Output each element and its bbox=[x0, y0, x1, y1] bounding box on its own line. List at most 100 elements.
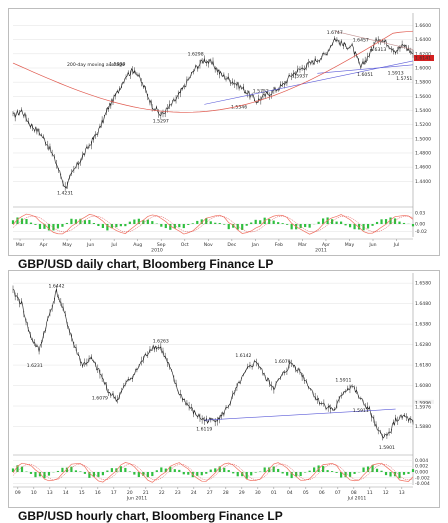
x-tick-label: 13 bbox=[399, 490, 405, 496]
trend-line bbox=[204, 408, 396, 421]
price-annotation: 1.6079 bbox=[92, 396, 108, 402]
price-line bbox=[12, 37, 414, 189]
price-annotation: 1.5911 bbox=[353, 408, 369, 414]
x-tick-label: 11 bbox=[367, 490, 373, 496]
y-tick-label: 1.6580 bbox=[415, 281, 431, 287]
x-tick-label: 06 bbox=[319, 490, 325, 496]
x-tick-label: 24 bbox=[191, 490, 197, 496]
x-tick-label: 07 bbox=[335, 490, 341, 496]
x-tick-label: 01 bbox=[271, 490, 277, 496]
x-tick-label: 09 bbox=[15, 490, 21, 496]
price-annotation: 1.6747 bbox=[327, 30, 343, 36]
indicator-tick-label: 0.000 bbox=[415, 470, 428, 476]
price-annotation: 1.5346 bbox=[231, 104, 247, 110]
x-tick-label: 30 bbox=[255, 490, 261, 496]
x-tick-label: Dec bbox=[227, 242, 236, 248]
x-tick-label: Mar bbox=[16, 242, 25, 248]
price-annotation: 1.6442 bbox=[48, 283, 64, 289]
y-tick-label: 1.6280 bbox=[415, 342, 431, 348]
indicator-tick-label: -0.02 bbox=[415, 229, 427, 235]
daily-chart-panel: 1.6600 1.6400 1.6200 1.6000 1.5800 1.5600 1.54… bbox=[8, 8, 440, 256]
last-value-box bbox=[414, 399, 434, 406]
last-value-label: 1.6141 bbox=[415, 56, 431, 62]
price-annotation: 1.6457 bbox=[353, 38, 369, 44]
hourly-chart-caption: GBP/USD hourly chart, Bloomberg Finance … bbox=[18, 509, 283, 523]
daily-chart: 1.6600 1.6400 1.6200 1.6000 1.5800 1.5600 1.54… bbox=[11, 13, 434, 254]
x-tick-label: 17 bbox=[111, 490, 117, 496]
x-tick-label: Jul bbox=[110, 242, 117, 248]
y-tick-label: 1.5600 bbox=[415, 94, 431, 100]
last-value-label: 1.5976 bbox=[415, 404, 431, 410]
price-annotation: 1.4231 bbox=[57, 191, 73, 197]
x-tick-label: 27 bbox=[207, 490, 213, 496]
indicator-tick-label: 0.00 bbox=[415, 222, 425, 228]
macd-line bbox=[12, 462, 414, 483]
daily-chart-caption: GBP/USD daily chart, Bloomberg Finance L… bbox=[18, 257, 274, 271]
y-tick-label: 1.5000 bbox=[415, 136, 431, 142]
price-annotation: 1.5913 bbox=[388, 70, 404, 76]
x-tick-label: 14 bbox=[63, 490, 69, 496]
moving-average-line bbox=[12, 30, 414, 113]
last-value-box bbox=[414, 403, 434, 410]
x-tick-label: 29 bbox=[239, 490, 245, 496]
y-tick-label: 1.5880 bbox=[415, 424, 431, 430]
last-value-label: 1.5996 bbox=[415, 400, 431, 406]
x-tick-label: Apr bbox=[322, 242, 330, 248]
y-tick-label: 1.6080 bbox=[415, 383, 431, 389]
y-tick-label: 1.4400 bbox=[415, 179, 431, 185]
y-tick-label: 1.5400 bbox=[415, 108, 431, 114]
hourly-chart-panel: 1.6580 1.6480 1.6380 1.6280 1.6180 1.6080 1.59… bbox=[8, 270, 440, 508]
x-tick-label: Feb bbox=[275, 242, 283, 248]
price-annotation: 1.5999 bbox=[109, 61, 125, 67]
indicator-tick-label: 0.03 bbox=[415, 210, 425, 216]
macd-line bbox=[12, 213, 414, 235]
indicator-tick-label: -0.004 bbox=[415, 481, 430, 487]
y-tick-label: 1.6400 bbox=[415, 37, 431, 43]
indicator-tick-label: -0.002 bbox=[415, 475, 430, 481]
x-tick-label: 28 bbox=[223, 490, 229, 496]
x-tick-label: Nov bbox=[204, 242, 213, 248]
price-annotation: 1.5752 bbox=[253, 89, 269, 95]
indicator-tick-label: 0.002 bbox=[415, 464, 428, 470]
x-tick-label: 22 bbox=[159, 490, 165, 496]
y-tick-label: 1.6600 bbox=[415, 23, 431, 29]
x-tick-label: Mar bbox=[298, 242, 307, 248]
x-tick-label: 20 bbox=[127, 490, 133, 496]
x-tick-label: 13 bbox=[47, 490, 53, 496]
x-tick-label: Jul bbox=[393, 242, 400, 248]
x-tick-label: 21 bbox=[143, 490, 149, 496]
price-annotation: 1.6079 bbox=[275, 359, 291, 365]
price-annotation: 1.5911 bbox=[335, 378, 351, 384]
price-annotation: 1.6231 bbox=[27, 363, 43, 369]
y-tick-label: 1.4600 bbox=[415, 165, 431, 171]
y-tick-label: 1.6480 bbox=[415, 301, 431, 307]
x-tick-label: Jun bbox=[368, 242, 376, 248]
x-tick-label: 10 bbox=[31, 490, 37, 496]
trend-line bbox=[317, 64, 414, 74]
price-annotation: 1.5751 bbox=[396, 76, 412, 82]
x-tick-label: Jun bbox=[86, 242, 94, 248]
price-annotation: 1.6142 bbox=[235, 353, 251, 359]
x-period-label: Jun 2011 bbox=[126, 496, 147, 502]
price-line bbox=[12, 289, 414, 439]
x-tick-label: Apr bbox=[40, 242, 48, 248]
price-annotation: 1.6119 bbox=[196, 426, 212, 432]
signal-line bbox=[12, 215, 414, 233]
y-tick-label: 1.6200 bbox=[415, 51, 431, 57]
y-tick-label: 1.6180 bbox=[415, 363, 431, 369]
y-tick-label: 1.4800 bbox=[415, 150, 431, 156]
y-tick-label: 1.5800 bbox=[415, 80, 431, 86]
x-tick-label: 16 bbox=[95, 490, 101, 496]
trend-line bbox=[334, 30, 414, 50]
x-period-label: 2011 bbox=[315, 248, 327, 254]
x-tick-label: May bbox=[345, 242, 355, 248]
price-annotation: 1.5297 bbox=[153, 118, 169, 124]
price-annotation: 1.6263 bbox=[153, 339, 169, 345]
price-annotation: 1.5901 bbox=[379, 445, 395, 451]
price-annotation: 1.6051 bbox=[357, 72, 373, 78]
price-annotation: 1.6313 bbox=[370, 47, 386, 53]
y-tick-label: 1.6000 bbox=[415, 65, 431, 71]
x-tick-label: May bbox=[62, 242, 72, 248]
x-tick-label: Jan bbox=[251, 242, 259, 248]
x-tick-label: 23 bbox=[175, 490, 181, 496]
